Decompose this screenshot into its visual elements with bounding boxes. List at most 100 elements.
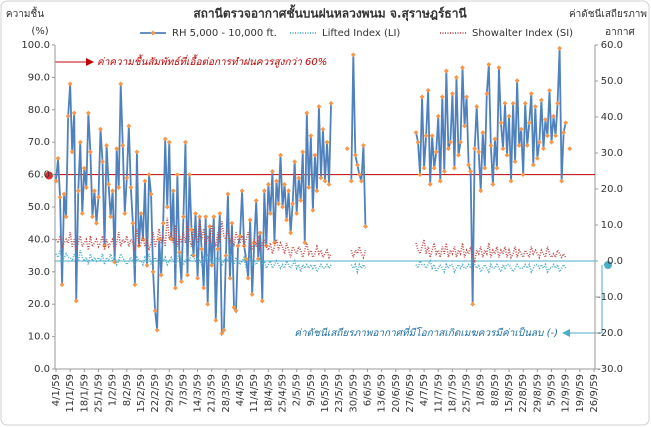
marker	[61, 191, 67, 197]
marker	[98, 126, 103, 132]
marker	[435, 113, 441, 119]
marker	[476, 149, 482, 155]
marker	[71, 110, 77, 116]
marker	[419, 94, 425, 100]
y-tick-label: 100.0	[21, 40, 50, 51]
marker	[83, 185, 89, 190]
marker	[324, 139, 330, 145]
marker	[354, 162, 360, 168]
marker	[265, 181, 271, 187]
marker	[536, 139, 542, 145]
x-tick-label: 7/3/59	[178, 374, 189, 406]
marker	[92, 188, 97, 194]
marker	[116, 185, 122, 190]
marker	[350, 52, 356, 58]
marker	[464, 94, 469, 100]
y2-tick-label: 20.0	[601, 184, 623, 195]
marker	[510, 100, 516, 106]
legend-label: Showalter Index (SI)	[472, 28, 573, 39]
marker	[166, 139, 172, 145]
marker	[85, 110, 91, 116]
marker	[90, 214, 95, 220]
marker	[203, 214, 209, 220]
x-tick-label: 16/5/59	[320, 374, 331, 413]
marker	[195, 275, 200, 281]
x-tick-label: 27/6/59	[405, 374, 416, 413]
marker	[361, 143, 366, 148]
marker	[152, 308, 158, 314]
marker	[482, 165, 488, 171]
marker	[174, 172, 180, 177]
marker	[211, 214, 217, 220]
x-tick-label: 25/4/59	[278, 374, 289, 413]
marker	[516, 143, 522, 148]
annotation: ค่าดัชนีเสถียรภาพอากาศที่มีโอกาสเกิดเมฆค…	[294, 325, 558, 339]
marker	[541, 146, 546, 152]
marker	[460, 65, 465, 71]
y2-tick-label: -30.0	[597, 364, 623, 375]
marker	[110, 188, 116, 194]
marker	[421, 165, 427, 171]
marker	[318, 175, 324, 181]
x-tick-label: 2/5/59	[292, 374, 303, 406]
x-tick-label: 6/6/59	[362, 374, 373, 406]
x-tick-label: 11/4/59	[249, 374, 260, 413]
y2-axis-title: อากาศ	[605, 27, 635, 38]
x-tick-label: 14/3/59	[193, 374, 204, 413]
marker	[183, 139, 188, 145]
marker	[59, 282, 65, 288]
marker	[528, 91, 534, 96]
x-tick-label: 22/8/59	[518, 374, 529, 413]
marker	[561, 130, 567, 135]
x-tick-label: 29/8/59	[532, 374, 543, 413]
marker	[298, 198, 304, 203]
marker	[144, 262, 150, 268]
marker	[288, 230, 294, 236]
marker	[225, 191, 231, 197]
marker	[310, 207, 316, 213]
marker	[300, 149, 306, 155]
chart-title: สถานีตรวจอากาศชั้นบนฝนหลวงพนม จ.สุราษฎร์…	[193, 4, 467, 22]
marker	[263, 243, 269, 249]
marker	[213, 318, 219, 323]
marker	[261, 188, 267, 194]
marker	[160, 220, 166, 226]
marker	[284, 217, 289, 223]
marker	[233, 308, 239, 314]
x-tick-label: 1/8/59	[476, 374, 487, 406]
marker	[306, 185, 312, 190]
marker	[122, 211, 128, 216]
marker	[134, 149, 140, 155]
y2-tick-label: 60.0	[601, 40, 623, 51]
marker	[187, 172, 192, 177]
marker	[450, 91, 455, 96]
marker	[170, 188, 176, 194]
marker	[219, 330, 225, 336]
marker	[326, 181, 332, 187]
marker	[185, 272, 190, 278]
marker	[96, 194, 101, 200]
marker	[267, 211, 273, 216]
marker	[563, 120, 569, 126]
y-tick-label: 0.0	[34, 364, 50, 375]
x-tick-label: 18/1/59	[79, 374, 90, 413]
marker	[243, 256, 249, 262]
marker	[359, 178, 364, 184]
marker	[255, 256, 261, 262]
x-tick-label: 4/7/59	[419, 374, 430, 406]
x-tick-label: 15/2/59	[136, 374, 147, 413]
marker	[128, 185, 134, 190]
marker	[282, 181, 287, 187]
marker	[534, 156, 540, 161]
marker	[555, 100, 560, 106]
marker	[496, 65, 502, 71]
marker	[518, 126, 524, 132]
y-tick-label: 30.0	[28, 267, 50, 278]
marker	[468, 168, 474, 174]
marker	[439, 94, 445, 100]
marker	[557, 45, 563, 51]
marker	[142, 178, 148, 184]
x-tick-label: 18/4/59	[263, 374, 274, 413]
marker	[545, 133, 550, 139]
marker	[87, 149, 93, 155]
